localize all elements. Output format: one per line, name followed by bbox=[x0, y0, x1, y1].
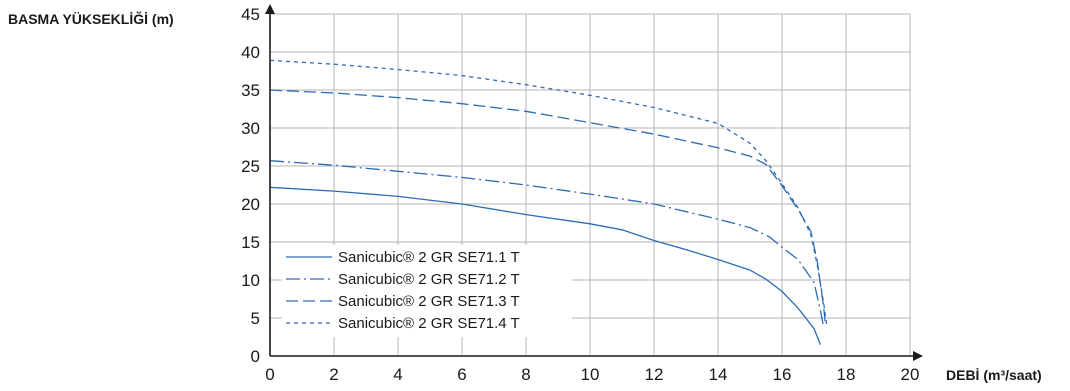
x-tick-label: 4 bbox=[393, 365, 402, 384]
series-line-1 bbox=[269, 186, 822, 345]
y-tick-label: 30 bbox=[241, 119, 260, 138]
y-tick-label: 0 bbox=[251, 347, 260, 366]
x-tick-label: 6 bbox=[457, 365, 466, 384]
y-axis-title: BASMA YÜKSEKLİĞİ (m) bbox=[8, 10, 174, 27]
x-tick-label: 2 bbox=[329, 365, 338, 384]
series-line-4 bbox=[269, 59, 828, 326]
x-tick-label: 0 bbox=[265, 365, 274, 384]
series-line-3 bbox=[269, 89, 826, 322]
legend-label-3: Sanicubic® 2 GR SE71.3 T bbox=[338, 293, 520, 310]
x-tick-label: 18 bbox=[837, 365, 856, 384]
tick-labels: 0 2 4 6 8 10 12 14 16 18 20 0 5 10 15 20 25 30 35 40 45 bbox=[241, 5, 919, 384]
x-tick-label: 14 bbox=[709, 365, 728, 384]
y-tick-label: 15 bbox=[241, 233, 260, 252]
y-tick-label: 40 bbox=[241, 43, 260, 62]
y-tick-label: 35 bbox=[241, 81, 260, 100]
legend-label-1: Sanicubic® 2 GR SE71.1 T bbox=[338, 249, 520, 266]
series-lines bbox=[269, 59, 828, 345]
x-axis-title: DEBİ (m³/saat) bbox=[946, 367, 1042, 383]
y-tick-label: 10 bbox=[241, 271, 260, 290]
x-tick-label: 12 bbox=[645, 365, 664, 384]
x-axis-arrow bbox=[913, 351, 923, 361]
x-tick-label: 8 bbox=[521, 365, 530, 384]
y-tick-label: 45 bbox=[241, 5, 260, 24]
x-tick-label: 10 bbox=[581, 365, 600, 384]
y-tick-label: 5 bbox=[251, 309, 260, 328]
axes bbox=[265, 4, 923, 361]
y-tick-label: 25 bbox=[241, 157, 260, 176]
legend-label-4: Sanicubic® 2 GR SE71.4 T bbox=[338, 315, 520, 332]
legend-box bbox=[282, 245, 572, 337]
y-tick-label: 20 bbox=[241, 195, 260, 214]
x-tick-label: 16 bbox=[773, 365, 792, 384]
y-axis-arrow bbox=[265, 4, 275, 14]
legend-label-2: Sanicubic® 2 GR SE71.2 T bbox=[338, 271, 520, 288]
series-line-2 bbox=[269, 160, 825, 328]
x-tick-label: 20 bbox=[901, 365, 920, 384]
legend: Sanicubic® 2 GR SE71.1 T Sanicubic® 2 GR … bbox=[282, 245, 572, 337]
